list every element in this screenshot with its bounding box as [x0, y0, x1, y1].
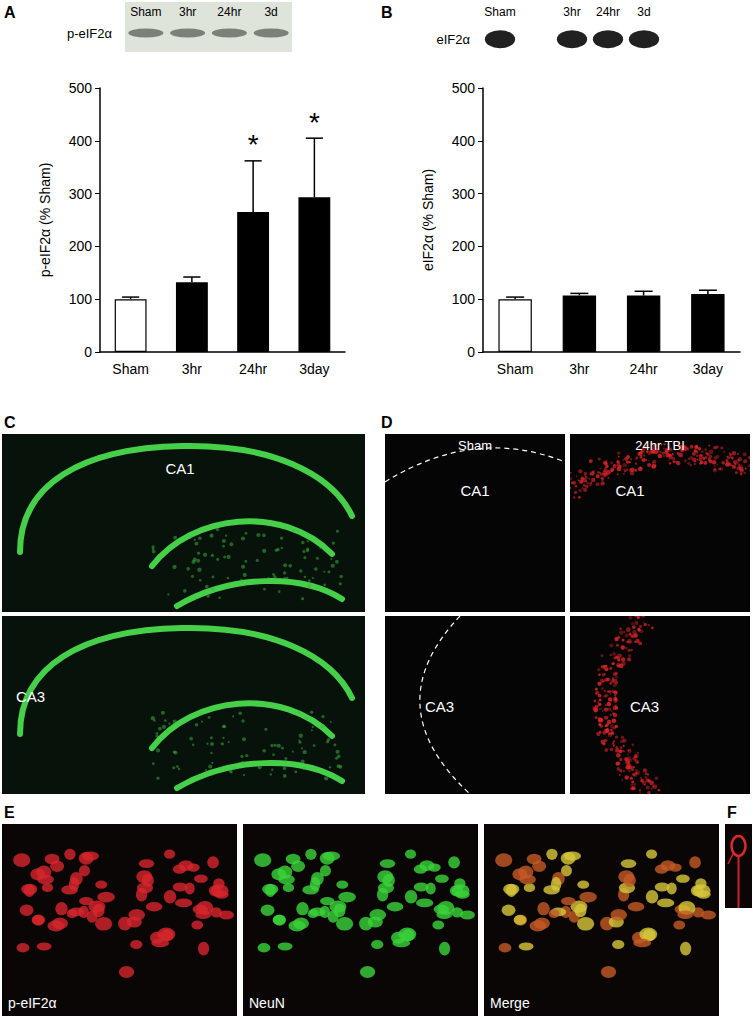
svg-text:A: A — [4, 4, 16, 21]
svg-text:*: * — [309, 107, 320, 138]
svg-text:0: 0 — [84, 344, 92, 360]
svg-text:CA3: CA3 — [630, 698, 659, 715]
svg-text:Merge: Merge — [490, 995, 530, 1011]
svg-text:500: 500 — [69, 80, 93, 96]
svg-text:500: 500 — [452, 80, 476, 96]
svg-text:F: F — [727, 804, 737, 821]
svg-text:eIF2α: eIF2α — [436, 32, 470, 47]
svg-text:100: 100 — [69, 291, 93, 307]
svg-text:3hr: 3hr — [569, 361, 590, 377]
svg-text:24hr: 24hr — [217, 5, 241, 19]
svg-text:24hr: 24hr — [239, 361, 267, 377]
svg-text:CA1: CA1 — [460, 482, 489, 499]
svg-text:200: 200 — [452, 238, 476, 254]
svg-text:3d: 3d — [264, 5, 277, 19]
svg-text:400: 400 — [452, 133, 476, 149]
svg-text:24hr: 24hr — [596, 5, 620, 19]
svg-text:E: E — [4, 804, 15, 821]
svg-text:Sham: Sham — [458, 438, 492, 453]
svg-text:C: C — [4, 414, 16, 431]
svg-text:Sham: Sham — [484, 5, 515, 19]
svg-text:NeuN: NeuN — [249, 995, 285, 1011]
svg-text:24hr TBI: 24hr TBI — [635, 438, 685, 453]
svg-text:3day: 3day — [299, 361, 329, 377]
svg-text:3d: 3d — [637, 5, 650, 19]
svg-text:3hr: 3hr — [179, 5, 196, 19]
svg-text:CA1: CA1 — [615, 482, 644, 499]
svg-text:*: * — [248, 129, 259, 160]
svg-text:B: B — [381, 4, 393, 21]
svg-text:p-eIF2α: p-eIF2α — [67, 26, 113, 41]
svg-text:CA1: CA1 — [165, 460, 194, 477]
svg-text:CA3: CA3 — [16, 688, 45, 705]
svg-text:300: 300 — [452, 186, 476, 202]
svg-text:300: 300 — [69, 186, 93, 202]
svg-text:100: 100 — [452, 291, 476, 307]
svg-text:24hr: 24hr — [630, 361, 658, 377]
svg-text:3hr: 3hr — [563, 5, 580, 19]
svg-text:3hr: 3hr — [182, 361, 203, 377]
svg-text:400: 400 — [69, 133, 93, 149]
svg-text:eIF2α (% Sham): eIF2α (% Sham) — [420, 169, 436, 271]
svg-text:3day: 3day — [693, 361, 723, 377]
svg-text:p-eIF2α: p-eIF2α — [8, 995, 57, 1011]
svg-text:Sham: Sham — [130, 5, 161, 19]
svg-text:Sham: Sham — [497, 361, 534, 377]
svg-text:Sham: Sham — [112, 361, 149, 377]
svg-text:200: 200 — [69, 238, 93, 254]
svg-text:D: D — [381, 414, 393, 431]
svg-text:0: 0 — [467, 344, 475, 360]
svg-text:CA3: CA3 — [425, 698, 454, 715]
svg-text:p-eIF2α (% Sham): p-eIF2α (% Sham) — [37, 163, 53, 278]
